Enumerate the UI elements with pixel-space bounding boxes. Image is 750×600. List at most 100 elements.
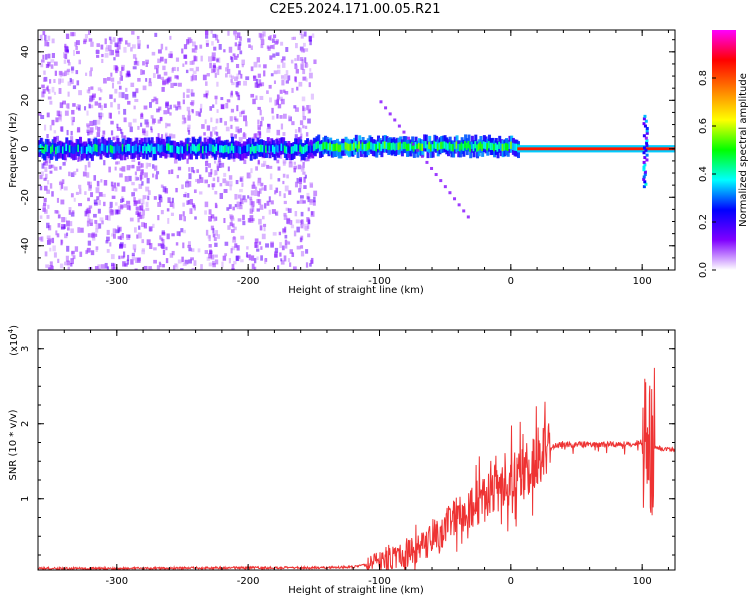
spectrogram-noise-cell bbox=[254, 190, 258, 196]
spectrogram-ridge-core bbox=[346, 143, 350, 151]
spectrogram-noise-cell bbox=[148, 102, 152, 108]
spectrogram-noise-cell bbox=[203, 93, 208, 98]
spectrogram-ridge-core bbox=[322, 142, 326, 150]
spectrogram-noise-cell bbox=[157, 74, 161, 79]
spectrogram-noise-cell bbox=[269, 184, 273, 190]
spectrogram-ridge-core bbox=[61, 146, 65, 154]
spectrogram-ridge-core bbox=[373, 143, 377, 151]
spectrogram-noise-cell bbox=[262, 160, 267, 167]
spectrogram-noise-cell bbox=[109, 94, 113, 99]
spectrogram-noise-cell bbox=[263, 70, 266, 77]
spectrogram-noise-cell bbox=[106, 77, 111, 81]
spectrogram-ridge-core bbox=[399, 141, 403, 150]
spectrogram-noise-cell bbox=[286, 217, 291, 224]
spectrogram-ridge-core bbox=[229, 145, 233, 154]
spectrogram-noise-cell bbox=[291, 252, 295, 257]
spectrogram-noise-cell bbox=[215, 126, 218, 130]
spectrogram-ridge-core bbox=[94, 143, 98, 152]
spectrogram-noise-cell bbox=[186, 94, 190, 98]
spectrogram-noise-cell bbox=[228, 204, 232, 210]
spectrogram-noise-cell bbox=[160, 237, 164, 242]
colorbar-ticks: 0.00.20.40.60.8 bbox=[698, 70, 716, 278]
spectrogram-noise-cell bbox=[148, 226, 153, 232]
spectrogram-noise-cell bbox=[235, 63, 240, 69]
spectrogram-noise-cell bbox=[118, 110, 121, 115]
spectrogram-ridge-core bbox=[96, 144, 100, 152]
spectrogram-noise-cell bbox=[263, 64, 267, 69]
spectrogram-noise-cell bbox=[88, 219, 93, 225]
spectrogram-noise-cell bbox=[143, 105, 148, 110]
spectrogram-noise-cell bbox=[299, 195, 304, 199]
spectrogram-noise-cell bbox=[156, 265, 160, 270]
spectrogram-burst-cell bbox=[642, 185, 646, 189]
spectrogram-noise-cell bbox=[232, 206, 235, 211]
spectrogram-noise-cell bbox=[92, 119, 97, 126]
spectrogram-ridge-core bbox=[140, 144, 144, 152]
spectrogram-noise-cell bbox=[51, 119, 55, 126]
spectrogram-noise-cell bbox=[261, 233, 266, 240]
spectrogram-noise-cell bbox=[191, 109, 194, 114]
spectrogram-noise-cell bbox=[216, 66, 220, 71]
spectrogram-burst-cell bbox=[644, 136, 648, 140]
spectrogram-noise-cell bbox=[253, 138, 257, 144]
spectrogram-noise-cell bbox=[258, 79, 262, 85]
spectrogram-noise-cell bbox=[277, 69, 281, 74]
spectrogram-noise-cell bbox=[105, 47, 109, 52]
spectrogram-ridge-core bbox=[472, 143, 476, 152]
spectrogram-ridge-core bbox=[366, 142, 370, 151]
spectrogram-noise-cell bbox=[205, 35, 209, 39]
spectrogram-ridge-core bbox=[224, 145, 228, 153]
spectrogram-noise-cell bbox=[185, 69, 189, 74]
spectrogram-noise-cell bbox=[141, 222, 145, 228]
spectrogram-noise-cell bbox=[282, 228, 286, 233]
spectrogram-noise-cell bbox=[260, 82, 265, 87]
spectrogram-noise-cell bbox=[95, 187, 100, 194]
spectrogram-noise-cell bbox=[296, 54, 300, 61]
spectrogram-streak-cell bbox=[384, 106, 388, 110]
spectrogram-ridge-core bbox=[92, 144, 96, 152]
spectrogram-noise-cell bbox=[106, 266, 110, 270]
spectrogram-noise-cell bbox=[309, 263, 312, 267]
spectrogram-noise-cell bbox=[252, 181, 255, 186]
spectrogram-noise-cell bbox=[200, 55, 203, 62]
spectrogram-noise-cell bbox=[65, 103, 70, 109]
spectrogram-ridge-core bbox=[426, 144, 430, 152]
spectrogram-noise-cell bbox=[184, 259, 189, 265]
spectrogram-noise-cell bbox=[307, 196, 311, 203]
spectrogram-noise-cell bbox=[243, 159, 247, 165]
spectrogram-noise-cell bbox=[274, 190, 277, 195]
spectrogram-noise-cell bbox=[151, 118, 156, 125]
spectrogram-noise-cell bbox=[44, 209, 48, 214]
spectrogram-noise-cell bbox=[89, 120, 94, 127]
spectrogram-noise-cell bbox=[106, 249, 110, 253]
spectrogram-noise-cell bbox=[275, 210, 279, 216]
spectrogram-noise-cell bbox=[55, 230, 58, 236]
spectrogram-noise-cell bbox=[148, 81, 152, 87]
spectrogram-ridge-core bbox=[138, 145, 142, 153]
spectrogram-noise-cell bbox=[42, 202, 47, 207]
spectrogram-noise-cell bbox=[260, 44, 264, 49]
spectrogram-noise-cell bbox=[228, 46, 233, 53]
spectrogram-noise-cell bbox=[240, 259, 244, 263]
spectrogram-noise-cell bbox=[70, 212, 75, 217]
spectrogram-noise-cell bbox=[193, 170, 196, 174]
spectrogram-noise-cell bbox=[255, 95, 258, 101]
spectrogram-noise-cell bbox=[226, 68, 231, 74]
spectrogram-noise-cell bbox=[159, 117, 163, 121]
spectrogram-noise-cell bbox=[306, 217, 310, 222]
spectrogram-ridge-core bbox=[282, 143, 286, 151]
spectrogram-ridge-core bbox=[455, 141, 459, 149]
spectrogram-noise-cell bbox=[288, 115, 291, 119]
spectrogram-noise-cell bbox=[234, 134, 237, 139]
spectrogram-noise-cell bbox=[246, 172, 251, 179]
spectrogram-noise-cell bbox=[178, 214, 183, 221]
spectrogram-noise-cell bbox=[266, 45, 270, 49]
spectrogram-noise-cell bbox=[249, 196, 253, 200]
spectrogram-noise-cell bbox=[239, 198, 244, 205]
spectrogram-noise-cell bbox=[270, 200, 274, 205]
spectrogram-noise-cell bbox=[138, 161, 141, 166]
spectrogram-ridge-core bbox=[387, 142, 391, 151]
spectrogram-noise-cell bbox=[252, 136, 256, 141]
spectrogram-noise-cell bbox=[171, 197, 174, 203]
spectrogram-noise-cell bbox=[181, 256, 184, 263]
